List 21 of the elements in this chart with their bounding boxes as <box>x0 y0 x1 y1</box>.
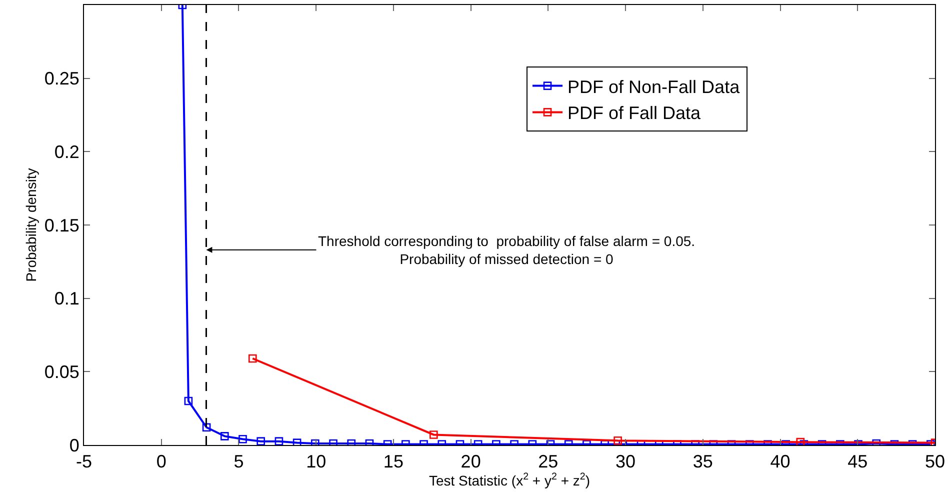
x-tick-label: 35 <box>692 452 713 472</box>
x-tick-label: 40 <box>770 452 790 472</box>
legend-label: PDF of Fall Data <box>568 103 702 124</box>
y-tick-label: 0.05 <box>44 362 80 382</box>
x-tick-label: 5 <box>234 452 244 472</box>
x-tick-label: 0 <box>156 452 166 472</box>
x-tick-label: 45 <box>848 452 868 472</box>
x-tick-label: 10 <box>306 452 326 472</box>
y-axis-title: Probability density <box>22 168 39 282</box>
y-tick-label: 0.2 <box>54 142 80 162</box>
x-tick-label: 20 <box>460 452 481 472</box>
x-tick-label: 50 <box>924 452 946 472</box>
x-tick-label: 15 <box>383 452 404 472</box>
y-tick-label: 0.15 <box>44 215 80 236</box>
legend-label: PDF of Non-Fall Data <box>568 76 741 97</box>
y-tick-label: 0.1 <box>54 288 80 309</box>
y-tick-label: 0.25 <box>44 68 80 89</box>
x-tick-label: 30 <box>616 452 636 472</box>
x-axis-title: Test Statistic (x$^{2}$ + y$^{2}$ + z$^{2}$) <box>428 472 590 488</box>
x-tick-label: 25 <box>538 452 558 472</box>
annotation: Threshold corresponding to probability of false alarm = 0.05. Probability of missed detection = 0 <box>318 233 696 268</box>
